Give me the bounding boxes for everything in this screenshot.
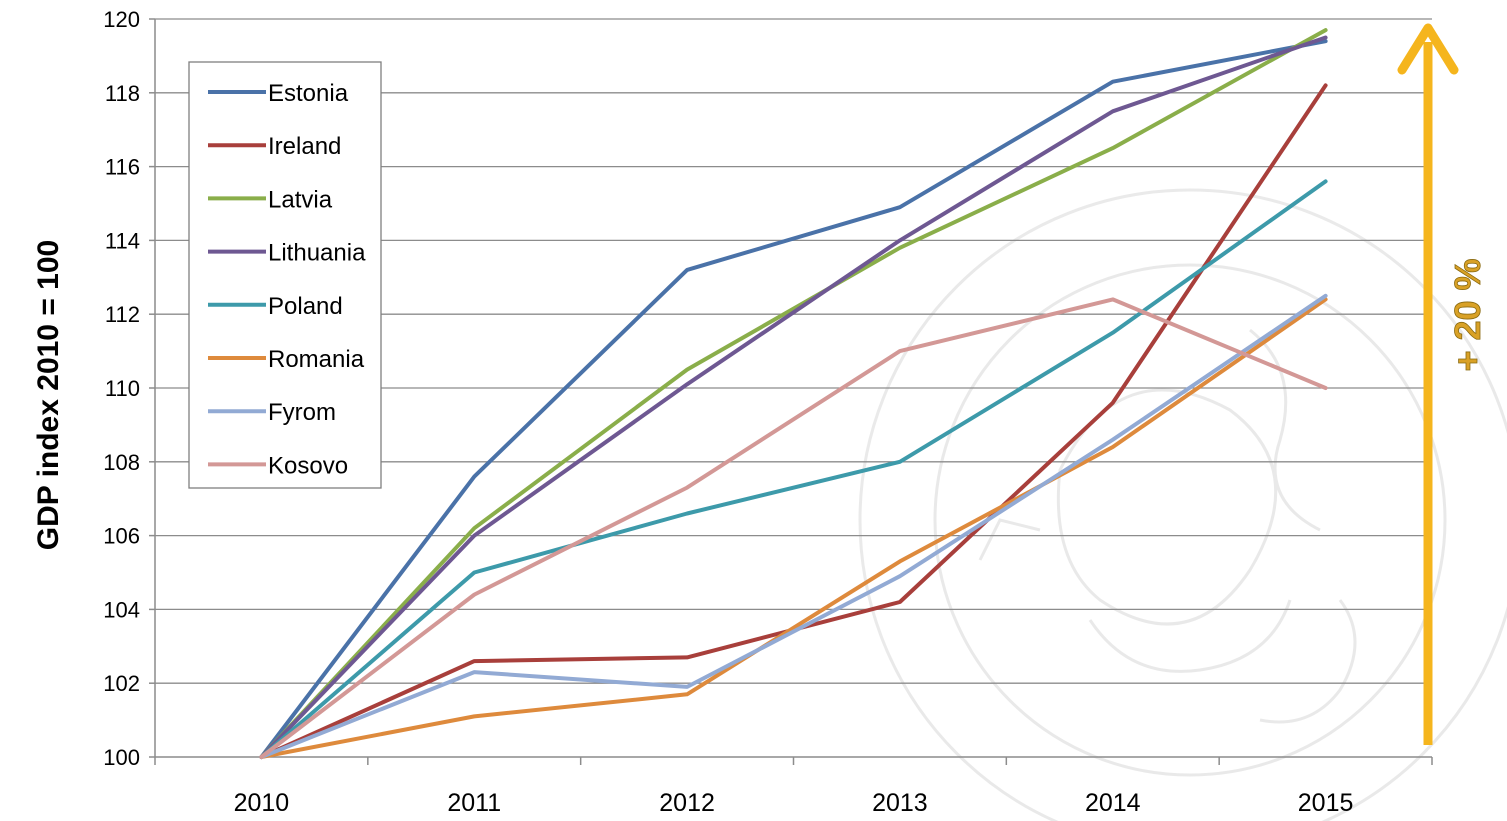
- axes: [149, 18, 1433, 765]
- y-tick-label: 112: [105, 302, 140, 327]
- y-tick-label: 110: [105, 376, 140, 401]
- y-tick-label: 120: [103, 7, 140, 32]
- legend-label: Ireland: [268, 133, 341, 160]
- y-tick-label: 108: [103, 450, 140, 475]
- x-tick-label: 2012: [659, 789, 715, 817]
- x-tick-label: 2015: [1298, 789, 1354, 817]
- y-tick-label: 104: [103, 597, 140, 622]
- growth-annotation: + 20 %: [1397, 23, 1488, 745]
- legend-label: Latvia: [268, 186, 333, 213]
- legend-label: Romania: [268, 346, 365, 373]
- x-tick-label: 2014: [1085, 789, 1141, 817]
- y-axis-label: GDP index 2010 = 100: [32, 240, 65, 550]
- x-tick-labels: 2010 2011 2012 2013 2014 2015: [234, 789, 1354, 817]
- series-line-romania: [259, 297, 1328, 759]
- series-line-estonia: [259, 39, 1328, 759]
- legend-label: Kosovo: [268, 452, 348, 479]
- legend-label: Poland: [268, 293, 343, 320]
- y-tick-label: 106: [103, 524, 140, 549]
- y-tick-label: 118: [105, 81, 140, 106]
- y-tick-label: 102: [103, 671, 140, 696]
- series-line-fyrom: [259, 293, 1328, 759]
- series-lines: [259, 28, 1328, 759]
- legend: Estonia Ireland Latvia Lithuania Poland Roman…: [188, 61, 382, 489]
- series-line-kosovo: [259, 297, 1328, 759]
- growth-arrow-head: [1397, 23, 1459, 75]
- legend-label: Lithuania: [268, 240, 366, 267]
- y-tick-labels: 100 102 104 106 108 110 112 114 116 118 120: [103, 7, 140, 770]
- series-line-latvia: [259, 28, 1328, 759]
- x-tick-label: 2011: [447, 789, 501, 817]
- y-tick-label: 114: [105, 228, 140, 253]
- x-tick-label: 2010: [234, 789, 290, 817]
- legend-label: Estonia: [268, 80, 349, 107]
- legend-box: [188, 61, 382, 489]
- legend-label: Fyrom: [268, 399, 336, 426]
- y-tick-label: 100: [103, 745, 140, 770]
- seal-watermark: [858, 188, 1507, 821]
- series-line-lithuania: [259, 35, 1328, 759]
- growth-annotation-label: + 20 %: [1447, 258, 1488, 371]
- x-tick-label: 2013: [872, 789, 928, 817]
- series-line-poland: [259, 179, 1328, 759]
- y-tick-label: 116: [105, 155, 140, 180]
